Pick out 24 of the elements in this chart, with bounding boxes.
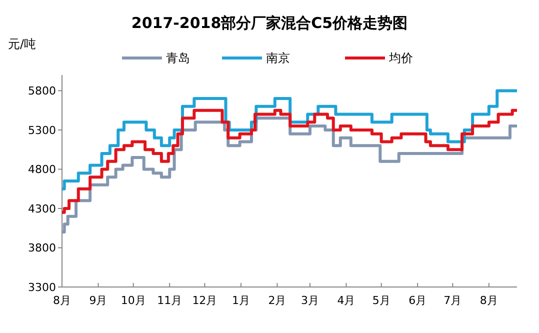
y-tick-label: 5300 <box>28 124 56 137</box>
y-tick-label: 3800 <box>28 242 56 255</box>
x-tick-label: 10月 <box>120 294 146 307</box>
x-tick-label: 12月 <box>192 294 218 307</box>
x-tick-label: 11月 <box>157 294 182 307</box>
x-tick-label: 8月 <box>480 294 498 307</box>
x-tick-label: 5月 <box>372 294 390 307</box>
legend-label: 青岛 <box>166 51 190 65</box>
x-tick-label: 7月 <box>444 294 462 307</box>
y-tick-label: 4300 <box>28 202 56 216</box>
legend-label: 南京 <box>266 51 290 65</box>
x-tick-label: 8月 <box>53 294 71 307</box>
x-tick-label: 1月 <box>232 294 250 307</box>
y-axis-title: 元/吨 <box>8 37 36 51</box>
x-tick-label: 3月 <box>300 294 319 307</box>
y-tick-label: 5800 <box>28 84 56 98</box>
chart-title: 2017-2018部分厂家混合C5价格走势图 <box>131 14 408 32</box>
x-tick-label: 6月 <box>408 294 427 307</box>
y-tick-label: 4800 <box>28 163 56 176</box>
y-tick-label: 3300 <box>28 281 56 294</box>
x-tick-label: 9月 <box>89 294 108 307</box>
x-tick-label: 4月 <box>337 294 356 307</box>
legend-label: 均价 <box>388 51 413 65</box>
x-tick-label: 2月 <box>268 294 286 307</box>
